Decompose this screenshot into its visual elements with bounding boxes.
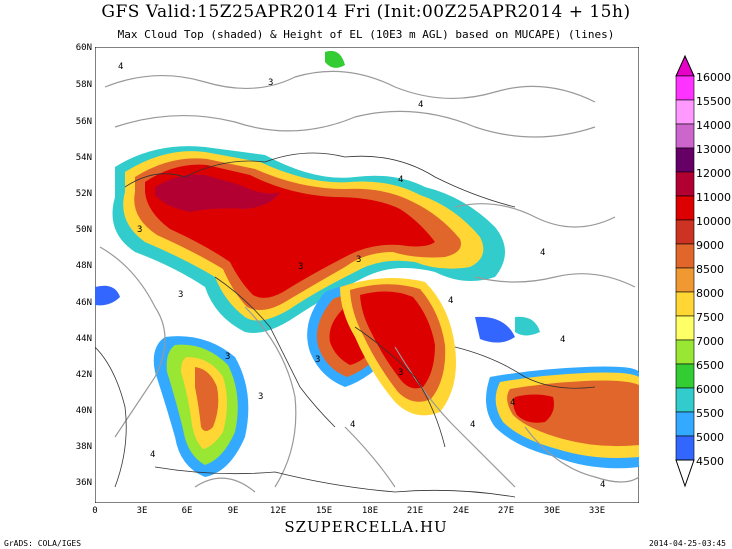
- software-credit: GrADS: COLA/IGES: [4, 539, 82, 548]
- chart-subtitle: Max Cloud Top (shaded) & Height of EL (1…: [117, 28, 615, 41]
- colorbar-top-arrow: [675, 54, 695, 77]
- contour-label: 3: [268, 78, 274, 88]
- cloud-top-shading: [95, 50, 639, 477]
- contour-label: 4: [510, 398, 516, 408]
- colorbar-label: 10000: [696, 215, 731, 228]
- contour-label: 3: [398, 368, 404, 378]
- lon-label: 12E: [269, 506, 287, 516]
- colorbar-seg: [675, 339, 695, 365]
- contour-label: 3: [356, 255, 362, 265]
- colorbar-seg: [675, 267, 695, 293]
- colorbar-bottom-arrow: [675, 459, 695, 488]
- lat-label: 60N: [75, 43, 92, 53]
- contour-label: 3: [137, 225, 143, 235]
- colorbar-seg: [675, 315, 695, 341]
- contour-label: 3: [225, 352, 231, 362]
- site-footer: SZUPERCELLA.HU: [284, 518, 448, 536]
- colorbar-label: 4500: [696, 455, 724, 468]
- colorbar-seg: [675, 363, 695, 389]
- colorbar-seg: [675, 195, 695, 221]
- lon-label: 27E: [497, 506, 515, 516]
- lat-label: 40N: [75, 406, 92, 416]
- lat-label: 56N: [75, 117, 92, 127]
- colorbar-label: 7000: [696, 335, 724, 348]
- lat-label: 38N: [75, 442, 92, 452]
- contour-label: 3: [178, 290, 184, 300]
- lat-label: 46N: [75, 298, 92, 308]
- timestamp: 2014-04-25-03:45: [648, 539, 726, 548]
- colorbar-seg: [675, 387, 695, 413]
- colorbar-label: 12000: [696, 167, 731, 180]
- colorbar-seg: [675, 291, 695, 317]
- lon-label: 21E: [406, 506, 424, 516]
- lon-label: 33E: [588, 506, 606, 516]
- lon-label: 3E: [136, 506, 148, 516]
- contour-label: 3: [258, 392, 264, 402]
- contour-label: 4: [118, 62, 124, 72]
- colorbar-label: 8500: [696, 263, 724, 276]
- colorbar-label: 15500: [696, 95, 731, 108]
- lat-label: 52N: [75, 189, 92, 199]
- colorbar-seg: [675, 123, 695, 149]
- colorbar-seg: [675, 435, 695, 461]
- coastlines: [95, 152, 596, 498]
- colorbar-label: 13000: [696, 143, 731, 156]
- colorbar-label: 16000: [696, 71, 731, 84]
- colorbar-seg: [675, 219, 695, 245]
- lon-label: 9E: [227, 506, 239, 516]
- contour-label: 4: [418, 100, 424, 110]
- lon-label: 18E: [361, 506, 379, 516]
- colorbar-seg: [675, 75, 695, 101]
- lon-label: 24E: [452, 506, 470, 516]
- lat-label: 58N: [75, 80, 92, 90]
- lon-label: 30E: [543, 506, 561, 516]
- colorbar-label: 6500: [696, 359, 724, 372]
- colorbar-label: 7500: [696, 311, 724, 324]
- lon-label: 6E: [181, 506, 193, 516]
- contour-label: 4: [470, 420, 476, 430]
- colorbar-strip: [675, 54, 695, 488]
- colorbar-label: 8000: [696, 287, 724, 300]
- lon-label: 0: [92, 506, 98, 516]
- contour-label: 3: [315, 355, 321, 365]
- colorbar-label: 5500: [696, 407, 724, 420]
- chart-title: GFS Valid:15Z25APR2014 Fri (Init:00Z25AP…: [101, 2, 631, 22]
- colorbar-label: 11000: [696, 191, 731, 204]
- contour-label: 4: [600, 480, 606, 490]
- contour-label: 4: [398, 175, 404, 185]
- contour-label: 4: [560, 335, 566, 345]
- colorbar-seg: [675, 411, 695, 437]
- colorbar-label: 9000: [696, 239, 724, 252]
- lat-label: 36N: [75, 478, 92, 488]
- colorbar-seg: [675, 243, 695, 269]
- colorbar-label: 5000: [696, 431, 724, 444]
- lat-label: 48N: [75, 261, 92, 271]
- lat-label: 42N: [75, 370, 92, 380]
- lon-label: 15E: [315, 506, 333, 516]
- contour-label: 4: [350, 420, 356, 430]
- colorbar-label: 14000: [696, 119, 731, 132]
- weather-map: [95, 47, 639, 503]
- lat-label: 50N: [75, 225, 92, 235]
- colorbar-label: 6000: [696, 383, 724, 396]
- lat-label: 44N: [75, 334, 92, 344]
- contour-label: 3: [298, 262, 304, 272]
- lat-label: 54N: [75, 153, 92, 163]
- contour-label: 4: [150, 450, 156, 460]
- contour-label: 4: [540, 248, 546, 258]
- colorbar-seg: [675, 147, 695, 173]
- contour-label: 4: [448, 296, 454, 306]
- colorbar-seg: [675, 171, 695, 197]
- colorbar-seg: [675, 99, 695, 125]
